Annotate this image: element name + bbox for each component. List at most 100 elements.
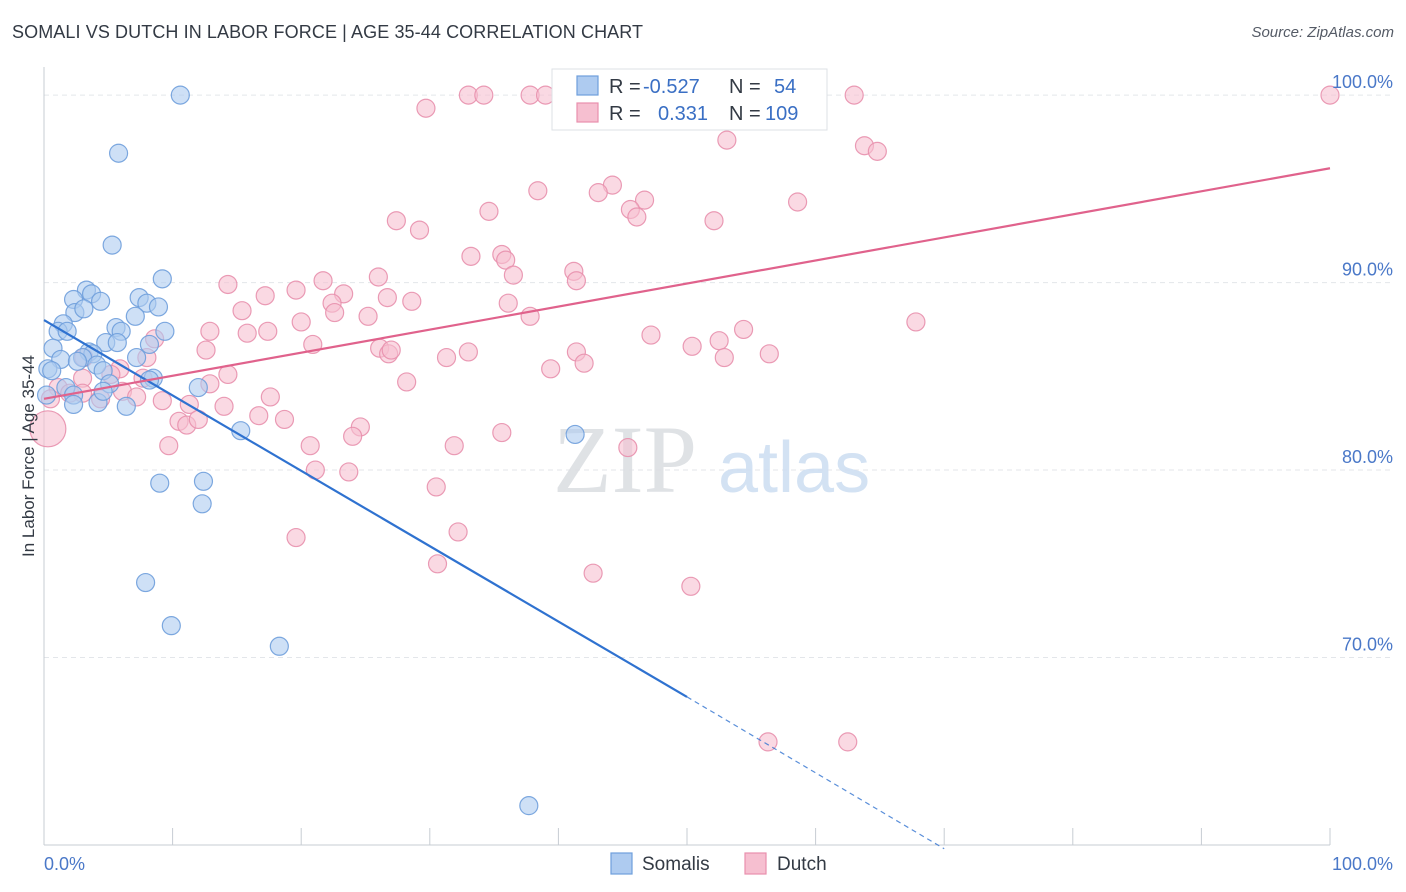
dutch-point (300, 436, 320, 456)
dutch-point (758, 732, 778, 752)
dutch-point (787, 192, 808, 212)
x-tick-label-min: 0.0% (44, 854, 85, 874)
dutch-point (458, 342, 478, 362)
legend-n-label-somalis: N = (729, 76, 761, 98)
somali-point (116, 396, 136, 416)
somali-point (155, 321, 175, 341)
dutch-point (260, 387, 280, 407)
dutch-point (528, 181, 548, 201)
dutch-point (218, 364, 238, 385)
dutch-point (416, 98, 436, 118)
somali-point (139, 334, 160, 355)
dutch-point (566, 271, 587, 291)
dutch-point (200, 321, 220, 341)
dutch-point (232, 301, 252, 321)
dutch-point (249, 406, 269, 426)
somali-points (36, 85, 585, 816)
somali-point (42, 361, 62, 381)
somali-point (125, 306, 145, 326)
dutch-point (838, 732, 858, 752)
dutch-point (436, 347, 457, 368)
somali-point (170, 85, 190, 105)
somali-point (192, 494, 212, 514)
dutch-point (159, 436, 179, 456)
dutch-point (479, 201, 499, 221)
dutch-point (381, 340, 401, 360)
bottom-legend: Somalis Dutch (610, 852, 827, 875)
somali-point (108, 143, 129, 163)
dutch-point (733, 319, 754, 340)
dutch-point (503, 265, 523, 285)
dutch-point (255, 286, 275, 306)
dutch-point (906, 312, 926, 332)
dutch-point (152, 391, 172, 411)
bottom-legend-label-somalis: Somalis (642, 854, 710, 875)
somali-point (93, 381, 113, 401)
dutch-point (709, 331, 729, 351)
dutch-point (358, 306, 378, 326)
dutch-point (492, 422, 512, 443)
legend-n-label-dutch: N = (729, 103, 761, 125)
dutch-point (867, 141, 887, 161)
x-tick-label-max: 100.0% (1332, 854, 1393, 874)
dutch-point (704, 211, 724, 231)
dutch-point (634, 190, 655, 210)
dutch-point (237, 323, 257, 343)
y-tick-label: 70.0% (1342, 635, 1393, 655)
dutch-point (717, 130, 737, 150)
dutch-point (474, 85, 494, 105)
legend-r-value-dutch: 0.331 (658, 103, 708, 125)
bottom-legend-label-dutch: Dutch (777, 854, 827, 875)
dutch-point (588, 183, 608, 203)
dutch-point (286, 280, 306, 300)
dutch-point (1320, 85, 1340, 105)
legend-n-value-somalis: 54 (774, 76, 796, 98)
dutch-point (402, 291, 422, 311)
y-tick-label: 100.0% (1332, 72, 1393, 92)
dutch-point (325, 302, 345, 323)
somali-point (36, 385, 57, 405)
somali-point (102, 235, 122, 255)
somali-trend-extension (686, 696, 945, 850)
dutch-point (196, 340, 216, 360)
dutch-point (759, 344, 779, 364)
dutch-point (286, 527, 306, 548)
y-tick-labels: 70.0% 80.0% 90.0% 100.0% (1332, 72, 1393, 654)
somali-point (63, 394, 84, 415)
dutch-point (343, 426, 363, 446)
dutch-point (682, 336, 702, 356)
dutch-point (29, 410, 67, 448)
somali-point (188, 377, 208, 398)
dutch-point (681, 576, 701, 596)
somali-point (90, 291, 111, 311)
dutch-point (291, 312, 311, 332)
dutch-point (218, 274, 238, 295)
dutch-point (214, 396, 234, 416)
grid-lines (44, 94, 1393, 659)
bottom-legend-swatch-somalis (610, 852, 633, 875)
somali-point (193, 471, 214, 491)
somali-point (269, 636, 289, 656)
somali-point (161, 616, 181, 636)
dutch-point (844, 85, 864, 105)
legend-r-value-somalis: -0.527 (643, 76, 700, 98)
y-tick-label: 90.0% (1342, 260, 1393, 280)
watermark: ZIP atlas (553, 406, 870, 513)
dutch-point (461, 246, 481, 266)
legend-r-label-dutch: R = (609, 103, 641, 125)
bottom-legend-swatch-dutch (744, 852, 767, 875)
legend-r-label-somalis: R = (609, 76, 641, 98)
dutch-point (258, 321, 278, 341)
y-tick-label: 80.0% (1342, 447, 1393, 467)
somali-point (107, 332, 127, 353)
dutch-point (574, 353, 594, 373)
dutch-point (618, 437, 638, 458)
legend: R = -0.527 N = 54 R = 0.331 N = 109 (551, 68, 828, 131)
dutch-point (498, 293, 518, 313)
somali-point (126, 347, 147, 368)
dutch-point (386, 211, 406, 231)
legend-swatch-dutch (576, 102, 599, 123)
dutch-point (409, 220, 430, 240)
somali-point (519, 796, 539, 816)
watermark-zip: ZIP (553, 406, 697, 513)
